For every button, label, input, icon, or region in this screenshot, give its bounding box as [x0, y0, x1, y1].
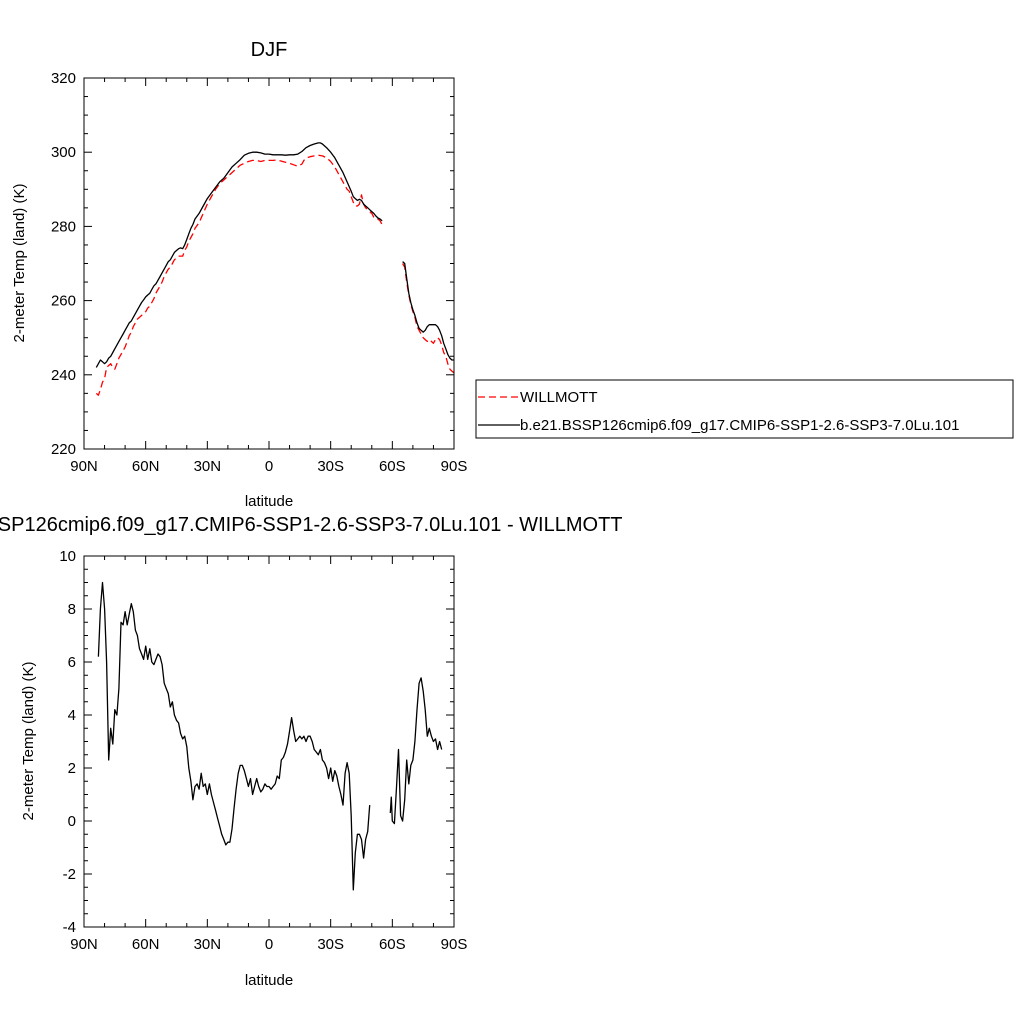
- x-tick-label: 30N: [194, 458, 222, 475]
- x-tick-label: 0: [265, 458, 273, 475]
- top-title: DJF: [251, 39, 288, 61]
- x-tick-label: 30S: [317, 458, 344, 475]
- x-tick-label: 30N: [194, 936, 222, 953]
- y-tick-label: 10: [59, 548, 76, 565]
- y-tick-label: 300: [51, 144, 76, 161]
- y-tick-label: 2: [68, 760, 76, 777]
- y-tick-label: 6: [68, 654, 76, 671]
- bottom-plot-frame: [83, 555, 455, 928]
- x-tick-label: 90S: [441, 936, 468, 953]
- y-tick-label: 0: [68, 813, 76, 830]
- x-tick-label: 60N: [132, 936, 160, 953]
- bottom-xlabel: latitude: [245, 972, 293, 989]
- y-tick-label: -4: [63, 919, 76, 936]
- series-line-willmott: [402, 263, 455, 374]
- top-plot-frame: [83, 77, 455, 450]
- bottom-panel: b.e21.BSSP126cmip6.f09_g17.CMIP6-SSP1-2.…: [0, 514, 623, 989]
- top-axes: 90N 60N 30N 0 30S 60S 90S 220 240 260 280 300 320: [51, 70, 467, 475]
- x-tick-label: 30S: [317, 936, 344, 953]
- y-tick-label: 220: [51, 441, 76, 458]
- top-xlabel: latitude: [245, 493, 293, 510]
- x-tick-label: 0: [265, 936, 273, 953]
- x-tick-label: 60S: [379, 936, 406, 953]
- bottom-title: b.e21.BSSP126cmip6.f09_g17.CMIP6-SSP1-2.…: [0, 514, 623, 536]
- series-line-model: [95, 142, 383, 368]
- legend-label-model: b.e21.BSSP126cmip6.f09_g17.CMIP6-SSP1-2.…: [520, 417, 959, 434]
- top-ylabel: 2-meter Temp (land) (K): [11, 184, 28, 343]
- bottom-ylabel: 2-meter Temp (land) (K): [20, 662, 37, 821]
- series-line-model: [389, 677, 443, 825]
- x-tick-label: 60N: [132, 458, 160, 475]
- bottom-series-group: [97, 581, 443, 891]
- y-tick-label: 280: [51, 218, 76, 235]
- series-line-willmott: [95, 154, 383, 396]
- bottom-axes: 90N 60N 30N 0 30S 60S 90S -4 -2 0 2 4 6 8 10: [59, 548, 467, 953]
- series-line-model: [402, 261, 454, 361]
- x-tick-label: 60S: [379, 458, 406, 475]
- y-tick-label: 240: [51, 367, 76, 384]
- top-series-group: [95, 142, 455, 396]
- legend: WILLMOTT b.e21.BSSP126cmip6.f09_g17.CMIP…: [475, 379, 1014, 439]
- y-tick-label: 320: [51, 70, 76, 87]
- x-tick-label: 90S: [441, 458, 468, 475]
- x-tick-label: 90N: [70, 458, 98, 475]
- y-tick-label: 260: [51, 293, 76, 310]
- y-tick-label: -2: [63, 866, 76, 883]
- series-line-model: [97, 581, 371, 891]
- y-tick-label: 4: [68, 707, 76, 724]
- legend-box: [475, 379, 1014, 439]
- top-panel: DJF 2-meter Temp (land) (K) latitude 90N…: [11, 39, 467, 510]
- y-tick-label: 8: [68, 601, 76, 618]
- x-tick-label: 90N: [70, 936, 98, 953]
- legend-label-willmott: WILLMOTT: [520, 389, 598, 406]
